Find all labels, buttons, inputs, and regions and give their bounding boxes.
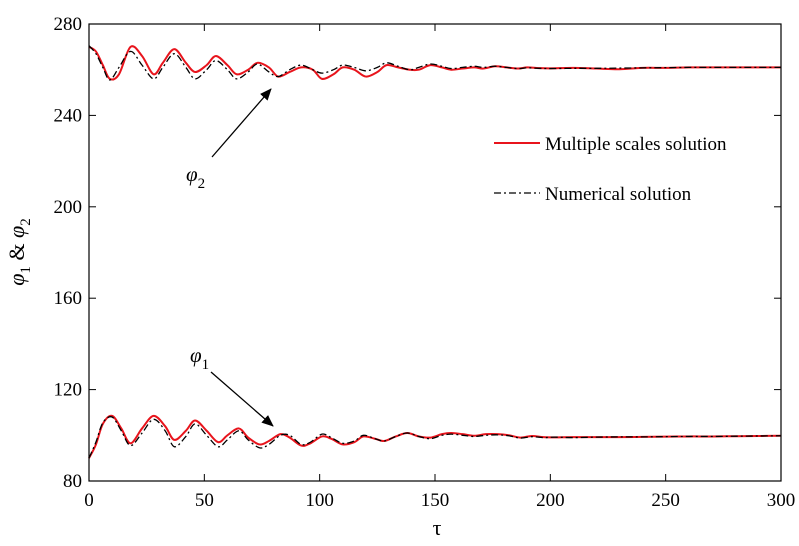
annotation-phi1: φ1: [190, 343, 274, 427]
y-axis-title-amp: &: [4, 238, 29, 266]
svg-text:φ1 & φ2: φ1 & φ2: [4, 218, 34, 285]
y-axis-title-phi2: φ: [4, 226, 29, 238]
x-tick-label: 100: [305, 490, 334, 511]
legend-label-numerical: Numerical solution: [545, 184, 692, 205]
x-tick-label: 50: [195, 490, 214, 511]
y-tick-label: 120: [54, 380, 83, 401]
x-tick-label: 150: [421, 490, 450, 511]
x-tick-label: 300: [767, 490, 796, 511]
annotation-phi2-subscript: 2: [198, 176, 206, 192]
y-tick-label: 280: [54, 14, 83, 35]
annotation-phi1-arrow: [210, 371, 274, 427]
plot-area-frame: [88, 23, 782, 482]
y-tick-label: 240: [54, 105, 83, 126]
series-line-numerical-phi2: [88, 45, 781, 81]
series-line-multiple-scales-phi2: [88, 45, 781, 81]
legend: Multiple scales solution Numerical solut…: [494, 134, 727, 205]
annotation-phi1-subscript: 1: [202, 357, 210, 373]
y-axis-title-phi1: φ: [4, 274, 29, 286]
curves-layer: [88, 45, 782, 459]
annotation-phi2-label: φ2: [186, 162, 205, 192]
y-tick-label: 200: [54, 197, 83, 218]
y-axis-title-sub1: 1: [18, 266, 34, 274]
axis-ticks: 0 50 100 150 200 250 300 80 120 160 200 240 280: [54, 14, 796, 511]
y-tick-label: 80: [63, 471, 82, 492]
series-line-numerical-phi1: [88, 416, 782, 459]
annotation-phi2-symbol: φ: [186, 162, 198, 186]
annotation-phi2-arrow: [211, 88, 272, 158]
y-axis-title-sub2: 2: [18, 218, 34, 226]
annotation-phi1-symbol: φ: [190, 343, 202, 367]
x-tick-label: 250: [651, 490, 680, 511]
x-tick-label: 200: [536, 490, 565, 511]
x-tick-label: 0: [84, 490, 94, 511]
annotation-phi1-label: φ1: [190, 343, 209, 373]
y-axis-title: φ1 & φ2: [4, 218, 34, 285]
y-tick-label: 160: [54, 288, 83, 309]
legend-label-multiple-scales: Multiple scales solution: [545, 134, 727, 155]
annotation-phi2: φ2: [186, 88, 272, 192]
x-axis-title: τ: [433, 515, 442, 540]
